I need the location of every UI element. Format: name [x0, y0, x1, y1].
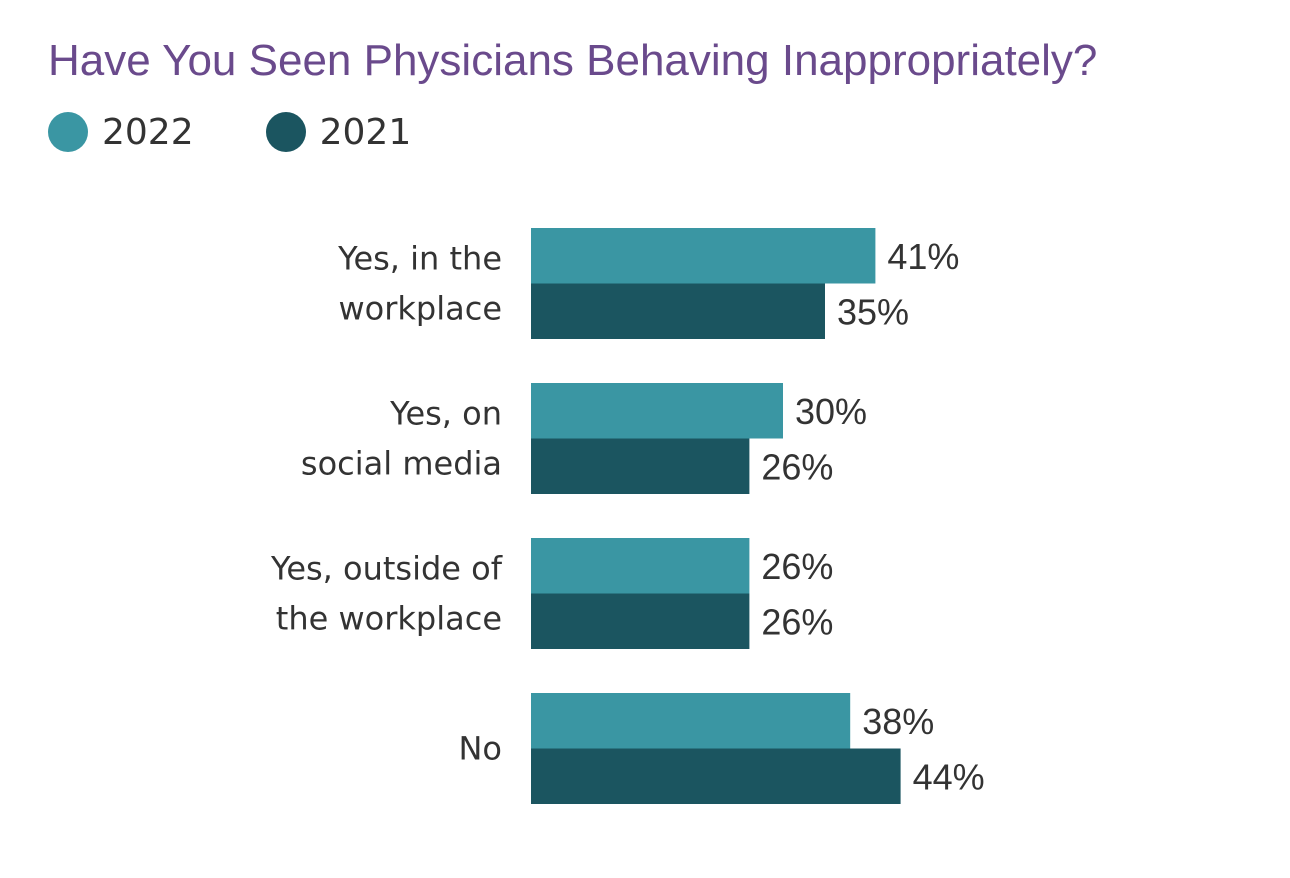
value-label-2021-3: 44% — [913, 756, 985, 797]
bar-2022-2 — [531, 538, 750, 594]
bar-2021-0 — [531, 283, 825, 339]
value-label-2021-0: 35% — [837, 291, 909, 332]
legend-item-2022: 2022 — [48, 112, 194, 153]
bar-2021-2 — [531, 593, 750, 649]
legend-label-2022: 2022 — [102, 111, 194, 153]
bar-group-3: 38% 44% No — [458, 693, 985, 804]
bar-group-2: 26% 26% Yes, outside of the workplace — [270, 538, 833, 649]
category-label-3-line-0: No — [458, 730, 502, 768]
legend-swatch-2022-icon — [48, 112, 88, 152]
category-label-1-line-0: Yes, on — [389, 395, 502, 433]
value-label-2021-2: 26% — [761, 601, 833, 642]
value-label-2022-2: 26% — [761, 546, 833, 587]
value-label-2022-3: 38% — [862, 701, 934, 742]
bar-group-0: 41% 35% Yes, in the workplace — [337, 228, 959, 339]
value-label-2022-1: 30% — [795, 391, 867, 432]
value-label-2021-1: 26% — [761, 446, 833, 487]
legend-item-2021: 2021 — [265, 111, 412, 153]
bar-2022-0 — [531, 228, 876, 284]
legend: 2022 2021 — [48, 108, 483, 156]
bar-group-1: 30% 26% Yes, on social media — [301, 383, 867, 494]
category-label-2-line-1: the workplace — [276, 600, 502, 638]
category-label-0-line-0: Yes, in the — [337, 240, 502, 278]
bar-2022-1 — [531, 383, 783, 439]
category-label-2-line-0: Yes, outside of — [270, 550, 503, 588]
legend-label-2021: 2021 — [319, 111, 412, 153]
legend-swatch-2021-icon — [265, 112, 306, 152]
chart-title: Have You Seen Physicians Behaving Inappr… — [48, 36, 1098, 85]
value-label-2022-0: 41% — [887, 236, 959, 277]
bar-2021-1 — [531, 438, 750, 494]
category-label-0-line-1: workplace — [338, 290, 502, 328]
bar-2021-3 — [531, 748, 901, 804]
bar-2022-3 — [531, 693, 851, 749]
category-label-1-line-1: social media — [301, 445, 502, 483]
